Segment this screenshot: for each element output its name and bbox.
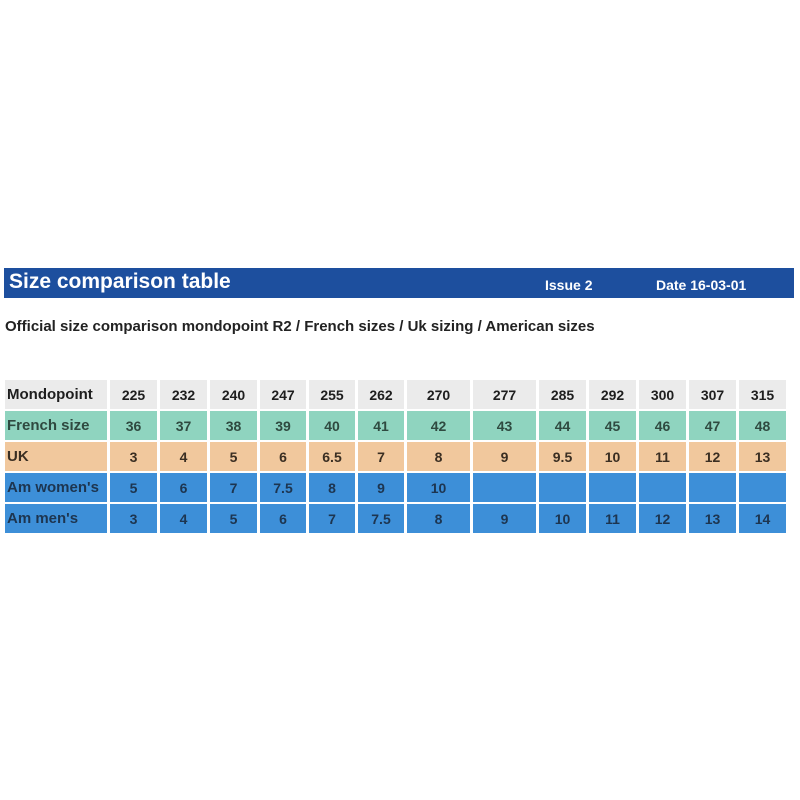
table-cell: 7 <box>358 442 404 471</box>
table-cell: 7 <box>210 473 257 502</box>
table-cell: 9 <box>473 504 536 533</box>
table-cell: 277 <box>473 380 536 409</box>
table-cell: 13 <box>689 504 736 533</box>
table-row: Mondopoint 225 232 240 247 255 262 270 277 285 292… <box>5 380 789 409</box>
issue-number: Issue 2 <box>545 277 593 293</box>
table-cell: 10 <box>407 473 470 502</box>
table-cell: 9 <box>473 442 536 471</box>
table-cell: 44 <box>539 411 586 440</box>
table-cell: 38 <box>210 411 257 440</box>
table-cell <box>689 473 736 502</box>
table-cell: 300 <box>639 380 686 409</box>
row-label: UK <box>5 442 107 471</box>
table-cell: 5 <box>210 442 257 471</box>
table-cell: 40 <box>309 411 355 440</box>
table-cell: 315 <box>739 380 786 409</box>
table-cell: 10 <box>539 504 586 533</box>
table-cell <box>539 473 586 502</box>
title-bar: Size comparison table Issue 2 Date 16-03… <box>4 268 794 298</box>
table-cell: 36 <box>110 411 157 440</box>
table-cell: 4 <box>160 442 207 471</box>
table-cell: 11 <box>589 504 636 533</box>
table-cell: 285 <box>539 380 586 409</box>
table-cell: 3 <box>110 442 157 471</box>
table-cell: 307 <box>689 380 736 409</box>
table-row: Am women's 5 6 7 7.5 8 9 10 <box>5 473 789 502</box>
table-cell <box>473 473 536 502</box>
table-row: French size 36 37 38 39 40 41 42 43 44 45 46 47 48 <box>5 411 789 440</box>
table-cell: 47 <box>689 411 736 440</box>
table-cell <box>739 473 786 502</box>
table-cell: 9.5 <box>539 442 586 471</box>
table-cell <box>589 473 636 502</box>
table-cell: 5 <box>210 504 257 533</box>
issue-date: Date 16-03-01 <box>656 277 747 293</box>
row-label: Am women's <box>5 473 107 502</box>
table-cell: 45 <box>589 411 636 440</box>
table-row: Am men's 3 4 5 6 7 7.5 8 9 10 11 12 13 14 <box>5 504 789 533</box>
table-cell: 41 <box>358 411 404 440</box>
table-cell: 12 <box>639 504 686 533</box>
table-cell: 225 <box>110 380 157 409</box>
table-cell: 3 <box>110 504 157 533</box>
table-cell: 255 <box>309 380 355 409</box>
size-table: Mondopoint 225 232 240 247 255 262 270 277 285 292… <box>5 380 789 535</box>
table-cell: 262 <box>358 380 404 409</box>
row-label: French size <box>5 411 107 440</box>
table-cell: 8 <box>407 442 470 471</box>
table-cell: 232 <box>160 380 207 409</box>
table-cell: 48 <box>739 411 786 440</box>
table-cell: 12 <box>689 442 736 471</box>
subtitle: Official size comparison mondopoint R2 /… <box>5 318 595 335</box>
table-cell: 6 <box>160 473 207 502</box>
table-cell: 270 <box>407 380 470 409</box>
table-cell: 14 <box>739 504 786 533</box>
table-cell: 42 <box>407 411 470 440</box>
table-cell: 43 <box>473 411 536 440</box>
table-cell: 11 <box>639 442 686 471</box>
table-cell: 6 <box>260 504 306 533</box>
table-cell: 9 <box>358 473 404 502</box>
table-cell: 8 <box>407 504 470 533</box>
table-cell <box>639 473 686 502</box>
table-cell: 6.5 <box>309 442 355 471</box>
table-cell: 6 <box>260 442 306 471</box>
table-cell: 39 <box>260 411 306 440</box>
table-cell: 247 <box>260 380 306 409</box>
table-cell: 46 <box>639 411 686 440</box>
row-label: Mondopoint <box>5 380 107 409</box>
table-cell: 4 <box>160 504 207 533</box>
table-cell: 5 <box>110 473 157 502</box>
table-cell: 240 <box>210 380 257 409</box>
table-cell: 292 <box>589 380 636 409</box>
row-label: Am men's <box>5 504 107 533</box>
document-title: Size comparison table <box>9 270 231 293</box>
table-cell: 7.5 <box>260 473 306 502</box>
table-cell: 7.5 <box>358 504 404 533</box>
table-cell: 13 <box>739 442 786 471</box>
table-row: UK 3 4 5 6 6.5 7 8 9 9.5 10 11 12 13 <box>5 442 789 471</box>
table-cell: 10 <box>589 442 636 471</box>
table-cell: 37 <box>160 411 207 440</box>
table-cell: 7 <box>309 504 355 533</box>
table-cell: 8 <box>309 473 355 502</box>
